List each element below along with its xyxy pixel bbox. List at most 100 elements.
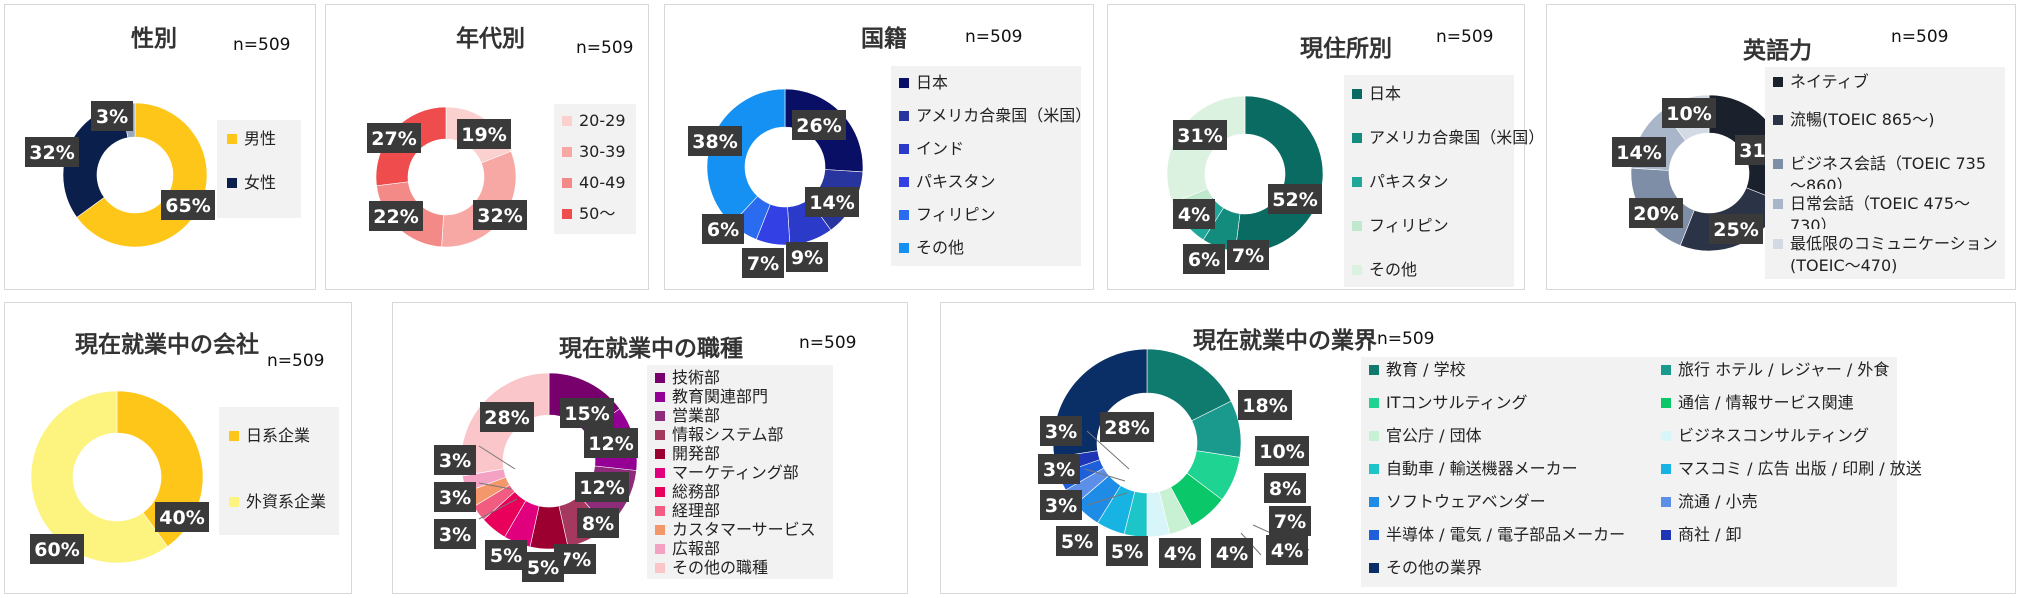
legend: 男性 女性	[217, 120, 301, 218]
legend-item: 流暢(TOEIC 865～)	[1773, 109, 1934, 131]
legend-swatch	[1369, 563, 1379, 573]
svg-text:28%: 28%	[1104, 417, 1149, 439]
donut-slice	[1234, 95, 1324, 253]
legend-item: 50～	[562, 203, 615, 225]
legend-item: 経理部	[655, 500, 720, 522]
legend-swatch	[899, 210, 909, 220]
svg-text:27%: 27%	[371, 128, 416, 150]
legend-item: 男性	[227, 128, 276, 150]
legend-item: ネイティブ	[1773, 71, 1869, 93]
sample-size: n=509	[1377, 329, 1435, 349]
data-label: 6%	[1183, 244, 1225, 274]
svg-text:6%: 6%	[707, 219, 739, 241]
svg-text:3%: 3%	[1045, 421, 1077, 443]
legend-swatch	[1773, 199, 1783, 209]
legend-item: 広報部	[655, 538, 720, 560]
donut-chart-gender: 65% 32% 3%	[25, 101, 215, 248]
legend-swatch	[229, 497, 239, 507]
legend-item: 日本	[1352, 83, 1401, 105]
data-label: 4%	[1159, 538, 1201, 568]
svg-text:32%: 32%	[29, 142, 74, 164]
legend-item: 日本	[899, 72, 948, 94]
svg-text:4%: 4%	[1216, 543, 1248, 565]
legend-swatch	[655, 373, 665, 383]
svg-text:52%: 52%	[1272, 189, 1317, 211]
legend-item: カスタマーサービス	[655, 519, 816, 541]
legend-item: フィリピン	[899, 204, 996, 226]
legend-swatch	[655, 468, 665, 478]
data-label: 5%	[1106, 536, 1148, 566]
svg-text:5%: 5%	[1061, 531, 1093, 553]
data-label: 22%	[369, 201, 423, 231]
legend-swatch	[1369, 398, 1379, 408]
chart-panel-age: 年代別 n=509 19% 32% 22% 27% 20-29 30-39 40-49…	[325, 4, 649, 290]
data-label: 10%	[1662, 98, 1716, 128]
legend-item: 官公庁 / 団体	[1369, 425, 1482, 447]
svg-text:3%: 3%	[1045, 495, 1077, 517]
legend: 日本 アメリカ合衆国（米国） インド パキスタン フィリピン その他	[891, 66, 1091, 266]
sample-size: n=509	[576, 38, 634, 58]
legend-swatch	[1661, 530, 1671, 540]
legend: 20-29 30-39 40-49 50～	[554, 104, 636, 234]
legend-swatch	[1369, 431, 1379, 441]
data-label: 7%	[742, 248, 784, 278]
svg-text:3%: 3%	[439, 450, 471, 472]
data-label: 5%	[1056, 526, 1098, 556]
data-label: 3%	[434, 519, 476, 549]
legend-item: 最低限のコミュニケーション(TOEIC～470)	[1773, 233, 1999, 277]
data-label: 12%	[575, 472, 629, 502]
data-label: 8%	[577, 508, 619, 538]
legend-item: インド	[899, 138, 964, 160]
chart-panel-gender: 性別 n=509 65% 32% 3% 男性 女性	[4, 4, 316, 290]
legend-item: 営業部	[655, 405, 720, 427]
data-label: 9%	[786, 242, 828, 272]
legend-item: 教育 / 学校	[1369, 359, 1466, 381]
svg-text:5%: 5%	[1111, 541, 1143, 563]
svg-text:9%: 9%	[791, 247, 823, 269]
donut-chart-company: 40% 60%	[30, 390, 209, 564]
svg-text:7%: 7%	[1274, 511, 1306, 533]
legend-item: 総務部	[655, 481, 720, 503]
legend-swatch	[1369, 497, 1379, 507]
legend-item: ソフトウェアベンダー	[1369, 491, 1546, 513]
legend-swatch	[655, 563, 665, 573]
leader-line	[1086, 430, 1130, 470]
svg-text:32%: 32%	[477, 205, 522, 227]
donut-slice	[706, 88, 786, 225]
svg-text:31%: 31%	[1177, 125, 1222, 147]
donut-chart-residence: 52% 7% 6% 4% 31%	[1166, 95, 1324, 274]
legend: 日系企業 外資系企業	[219, 407, 339, 535]
data-label: 3%	[1040, 416, 1082, 446]
donut-chart-nationality: 26% 14% 9% 7% 6% 38%	[688, 88, 864, 278]
svg-text:14%: 14%	[809, 192, 854, 214]
sample-size: n=509	[233, 35, 291, 55]
data-label: 3%	[434, 445, 476, 475]
svg-text:65%: 65%	[165, 195, 210, 217]
legend-item: パキスタン	[899, 171, 996, 193]
chart-title: 英語力	[1743, 38, 1812, 64]
legend-item: 30-39	[562, 141, 626, 163]
legend-item: 技術部	[655, 367, 720, 389]
data-label: 60%	[30, 534, 84, 564]
legend-swatch	[655, 525, 665, 535]
data-label: 28%	[480, 402, 534, 432]
legend-item: 開発部	[655, 443, 720, 465]
chart-panel-nationality: 国籍 n=509 26% 14% 9% 7% 6% 38% 日本 アメリカ合衆国（米国） …	[664, 4, 1094, 290]
legend-swatch	[1369, 365, 1379, 375]
donut-chart-industry: 18% 10% 8% 7% 4% 4% 4% 5% 5% 3% 3% 3% 28%	[1038, 348, 1311, 568]
data-label: 3%	[1038, 454, 1080, 484]
data-label: 32%	[25, 137, 79, 167]
legend-swatch	[899, 78, 909, 88]
legend-swatch	[1352, 133, 1362, 143]
legend: 技術部 教育関連部門 営業部 情報システム部 開発部 マーケティング部 総務部 …	[647, 365, 833, 579]
legend-swatch	[1661, 398, 1671, 408]
svg-text:3%: 3%	[439, 487, 471, 509]
legend-swatch	[562, 209, 572, 219]
legend-item: その他	[899, 237, 964, 259]
legend-item: 日系企業	[229, 425, 310, 447]
legend-swatch	[562, 178, 572, 188]
data-label: 40%	[155, 502, 209, 532]
donut-slice	[441, 150, 517, 248]
chart-title: 現在就業中の業界	[1193, 328, 1377, 354]
legend-item: 女性	[227, 172, 276, 194]
